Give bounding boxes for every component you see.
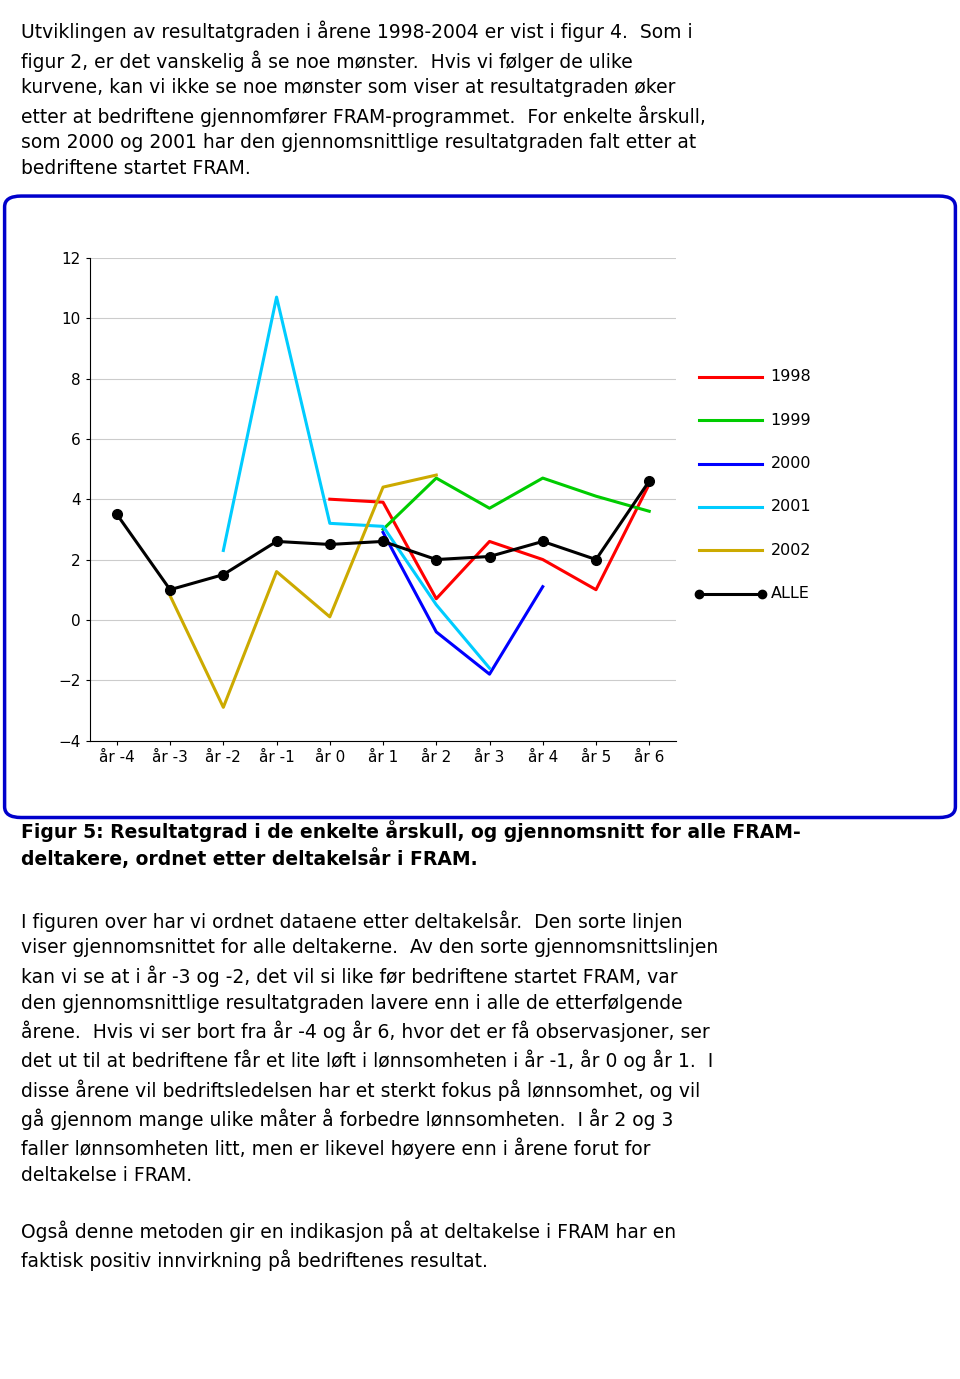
Text: 1999: 1999	[771, 412, 811, 427]
Text: Utviklingen av resultatgraden i årene 1998-2004 er vist i figur 4.  Som i
figur : Utviklingen av resultatgraden i årene 19…	[21, 21, 706, 178]
Text: I figuren over har vi ordnet dataene etter deltakelsår.  Den sorte linjen
viser : I figuren over har vi ordnet dataene ett…	[21, 910, 718, 1185]
Text: 2001: 2001	[771, 499, 811, 514]
Text: Også denne metoden gir en indikasjon på at deltakelse i FRAM har en
faktisk posi: Også denne metoden gir en indikasjon på …	[21, 1220, 676, 1271]
Text: ALLE: ALLE	[771, 586, 809, 601]
Text: 2002: 2002	[771, 543, 811, 558]
Text: 1998: 1998	[771, 370, 811, 385]
Text: Figur 5: Resultatgrad i de enkelte årskull, og gjennomsnitt for alle FRAM-
delta: Figur 5: Resultatgrad i de enkelte årsku…	[21, 821, 801, 869]
Text: 2000: 2000	[771, 456, 811, 472]
